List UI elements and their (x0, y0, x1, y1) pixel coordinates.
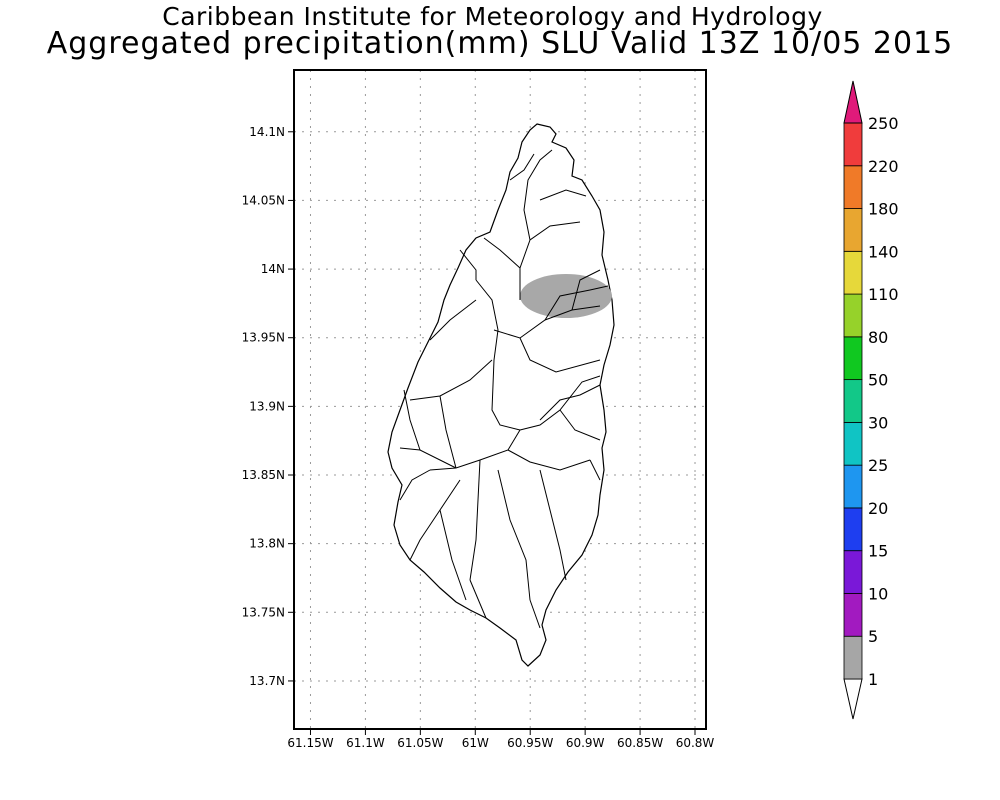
colorbar-bin (843, 635, 863, 680)
colorbar-upper-arrow (843, 80, 863, 124)
colorbar-bin (843, 208, 863, 252)
chart-subtitle: Aggregated precipitation(mm) SLU Valid 1… (46, 26, 954, 61)
latitude-axis: 14.1N 14.05N 14N 13.95N 13.9N 13.85N 13.8N 13.7… (242, 125, 294, 688)
colorbar-label: 50 (868, 371, 888, 390)
colorbar-bin (843, 293, 863, 338)
colorbar-label: 220 (868, 157, 899, 176)
colorbar-label: 180 (868, 200, 899, 219)
precip-shaded-area (520, 274, 612, 318)
colorbar-label: 5 (868, 627, 878, 646)
colorbar-bin (843, 464, 863, 509)
lat-tick-label: 13.95N (242, 331, 285, 345)
lat-tick-label: 13.75N (242, 605, 285, 619)
colorbar-label: 25 (868, 456, 888, 475)
lat-tick-label: 14.1N (249, 125, 285, 139)
colorbar-bin (843, 379, 863, 423)
colorbar-label: 15 (868, 542, 888, 561)
lon-tick-label: 60.95W (507, 736, 553, 750)
colorbar-label: 10 (868, 584, 888, 603)
chart-title: Caribbean Institute for Meteorology and … (162, 2, 823, 31)
colorbar-label: 30 (868, 413, 888, 432)
lat-tick-label: 13.8N (249, 537, 285, 551)
longitude-axis: 61.15W 61.1W 61.05W 61W 60.95W 60.9W 60.85W 60.… (287, 729, 714, 750)
lon-tick-label: 61W (462, 736, 489, 750)
lat-tick-label: 14.05N (242, 193, 285, 207)
colorbar-bin (843, 122, 863, 167)
colorbar-label: 80 (868, 328, 888, 347)
colorbar-label: 1 (868, 670, 878, 689)
colorbar-bin (843, 421, 863, 466)
lon-tick-label: 60.8W (676, 736, 715, 750)
map-frame (293, 69, 707, 730)
colorbar-label: 110 (868, 285, 899, 304)
colorbar-bin (843, 250, 863, 295)
colorbar-label: 250 (868, 114, 899, 133)
colorbar-label: 20 (868, 499, 888, 518)
lon-tick-label: 61.05W (397, 736, 443, 750)
colorbar-bin (843, 336, 863, 381)
lon-tick-label: 60.9W (566, 736, 605, 750)
lon-tick-label: 60.85W (617, 736, 663, 750)
lat-tick-label: 13.9N (249, 399, 285, 413)
colorbar-bin (843, 593, 863, 637)
colorbar-label: 140 (868, 242, 899, 261)
colorbar-bin (843, 550, 863, 594)
colorbar-bin (843, 507, 863, 552)
colorbar-bin (843, 165, 863, 209)
lon-tick-label: 61.1W (346, 736, 385, 750)
lat-tick-label: 14N (261, 262, 285, 276)
lat-tick-label: 13.85N (242, 468, 285, 482)
basin-boundaries (399, 149, 609, 629)
lon-tick-label: 61.15W (287, 736, 333, 750)
lat-tick-label: 13.7N (249, 674, 285, 688)
saint-lucia-island (387, 123, 615, 667)
colorbar-lower-arrow (843, 678, 863, 720)
